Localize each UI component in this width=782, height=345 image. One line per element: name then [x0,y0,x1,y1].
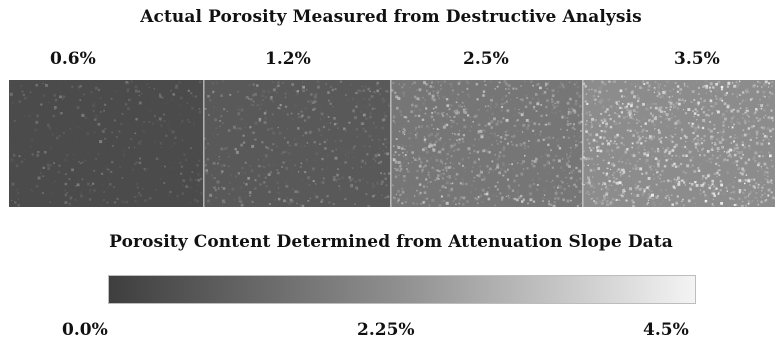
panel-divider [390,80,392,207]
panel-divider [203,80,205,207]
porosity-color-scale [108,275,696,304]
sample-label-2: 1.2% [265,49,311,69]
scale-max-label: 4.5% [643,320,689,340]
sample-panel-2 [204,80,391,207]
sample-label-4: 3.5% [674,49,720,69]
scale-min-label: 0.0% [62,320,108,340]
scale-mid-label: 2.25% [357,320,415,340]
sample-panel-4 [583,80,775,207]
sample-label-1: 0.6% [50,49,96,69]
porosity-sample-strip [9,80,775,207]
top-title: Actual Porosity Measured from Destructiv… [140,7,642,27]
sample-panel-1 [9,80,204,207]
sample-panel-3 [391,80,584,207]
sample-label-3: 2.5% [463,49,509,69]
panel-divider [582,80,584,207]
bottom-title: Porosity Content Determined from Attenua… [109,232,673,252]
